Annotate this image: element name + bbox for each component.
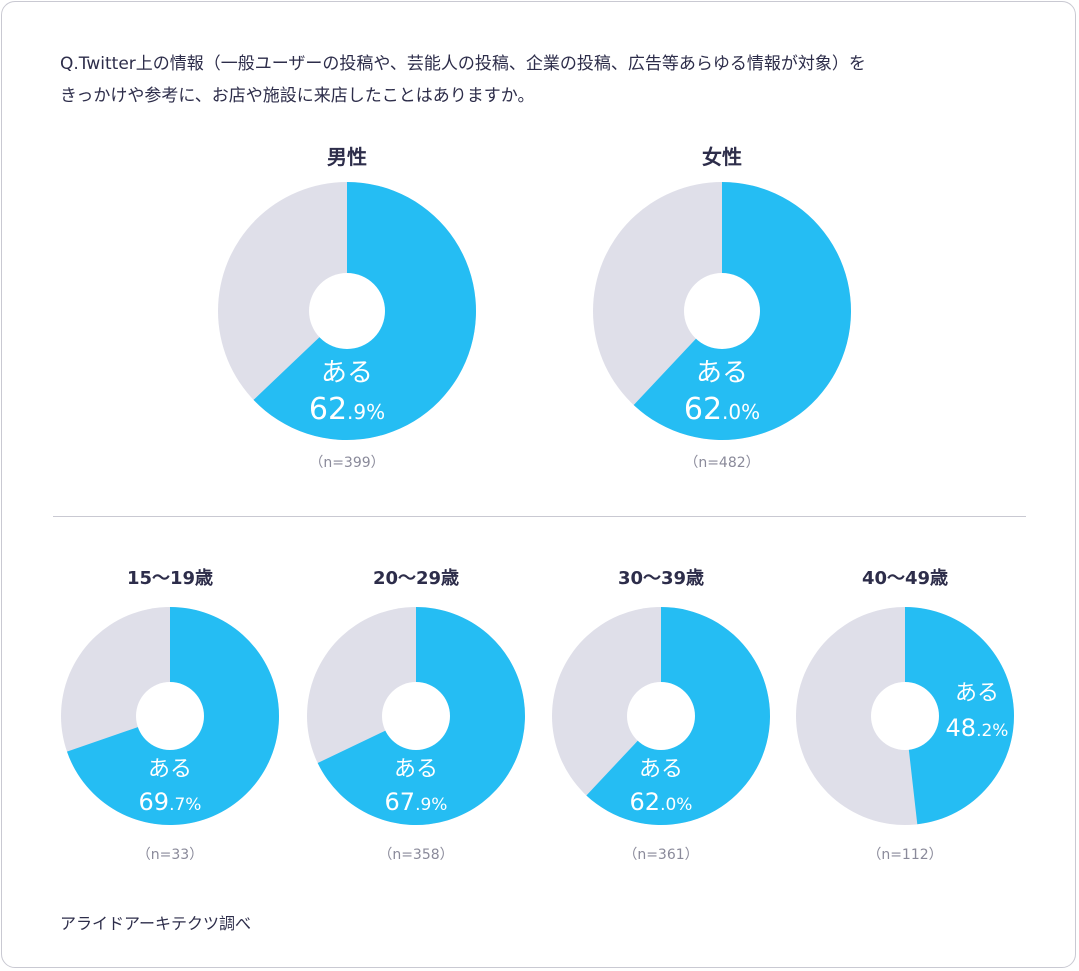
- slice-yes: [905, 607, 1014, 825]
- slice-label: ある: [639, 757, 683, 782]
- divider: [53, 516, 1026, 517]
- value-label: 62.0%: [630, 788, 693, 816]
- donut-hole: [627, 682, 695, 750]
- donut-hole: [309, 273, 385, 349]
- chart-title: 20〜29歳: [373, 568, 459, 589]
- donut-hole: [684, 273, 760, 349]
- value-label: 69.7%: [139, 788, 202, 816]
- chart-title: 女性: [702, 145, 742, 169]
- value-label: 67.9%: [385, 788, 448, 816]
- sample-size: （n=399）: [309, 455, 384, 471]
- value-label: 62.0%: [684, 392, 760, 427]
- sample-size: （n=33）: [137, 847, 203, 863]
- chart-title: 40〜49歳: [862, 568, 948, 589]
- slice-label: ある: [148, 757, 192, 782]
- donut-hole: [871, 682, 939, 750]
- slice-label: ある: [394, 757, 438, 782]
- question: Q.Twitter上の情報（一般ユーザーの投稿や、芸能人の投稿、企業の投稿、広告…: [60, 48, 866, 112]
- sample-size: （n=112）: [867, 847, 942, 863]
- sample-size: （n=482）: [684, 455, 759, 471]
- sample-size: （n=361）: [623, 847, 698, 863]
- donut-hole: [136, 682, 204, 750]
- question-line-1: Q.Twitter上の情報（一般ユーザーの投稿や、芸能人の投稿、企業の投稿、広告…: [60, 54, 866, 74]
- donut-hole: [382, 682, 450, 750]
- slice-label: ある: [955, 681, 999, 706]
- value-label: 48.2%: [946, 714, 1009, 742]
- chart-title: 30〜39歳: [618, 568, 704, 589]
- value-label: 62.9%: [309, 392, 385, 427]
- chart-title: 15〜19歳: [127, 568, 213, 589]
- sample-size: （n=358）: [378, 847, 453, 863]
- chart-title: 男性: [327, 145, 367, 169]
- question-line-2: きっかけや参考に、お店や施設に来店したことはありますか。: [60, 86, 535, 106]
- source: アライドアーキテクツ調べ: [60, 914, 252, 933]
- slice-label: ある: [321, 358, 373, 388]
- slice-label: ある: [696, 358, 748, 388]
